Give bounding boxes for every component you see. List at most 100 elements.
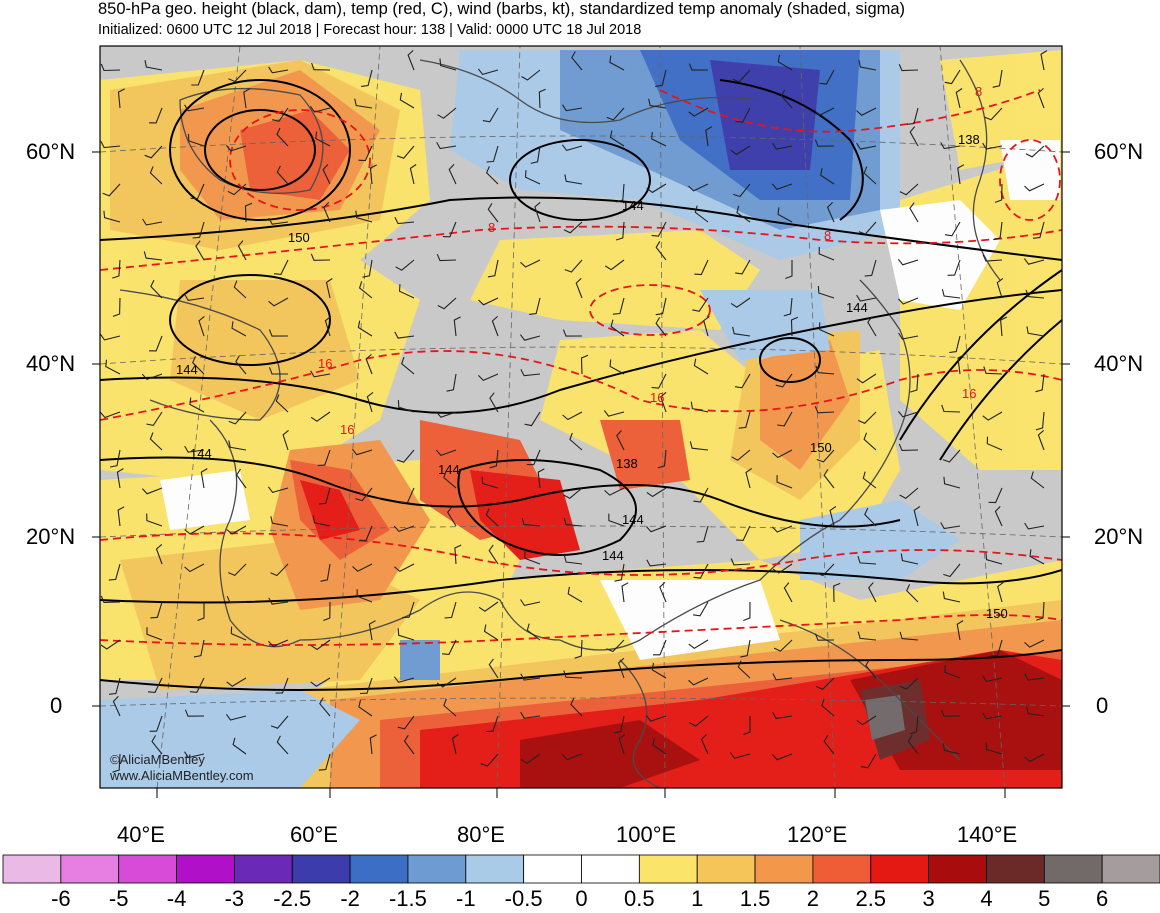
wind-barb (520, 673, 541, 681)
anomaly-region (865, 695, 905, 740)
wind-barb (491, 315, 499, 337)
wind-barb (398, 284, 415, 299)
lat-label-right: 20°N (1094, 524, 1144, 549)
wind-barb (899, 677, 919, 690)
height-label: 144 (622, 512, 644, 527)
wind-barb (453, 316, 461, 337)
wind-barb (482, 107, 499, 123)
wind-barb (486, 145, 499, 163)
wind-barb (1024, 673, 1045, 681)
wind-barb (940, 709, 961, 717)
wind-barb (197, 602, 205, 622)
wind-barb (396, 449, 415, 463)
colorbar-tick-label: 1.5 (739, 886, 771, 911)
wind-barb (394, 331, 415, 339)
height-contour (100, 569, 1062, 604)
gridline-40n (100, 346, 1062, 365)
wind-barb (1023, 258, 1045, 265)
wind-barb (112, 297, 121, 317)
wind-barb (310, 411, 331, 422)
wind-barb (112, 259, 121, 279)
temp-label: 16 (650, 390, 664, 405)
wind-barb (609, 359, 625, 375)
wind-barb (351, 448, 373, 456)
wind-barb (816, 563, 835, 577)
wind-barb (562, 329, 583, 337)
wind-barb (1025, 289, 1045, 299)
wind-barb (856, 107, 877, 116)
wind-barb (146, 627, 163, 641)
wind-barb (575, 277, 583, 299)
wind-barb (997, 581, 1004, 603)
wind-barb (268, 217, 289, 225)
wind-barb (454, 544, 462, 565)
anomaly-region (520, 720, 700, 788)
wind-barb (790, 316, 799, 337)
wind-barb (195, 240, 205, 261)
wind-barb (819, 69, 835, 85)
wind-barb (690, 401, 709, 413)
anomaly-region (1000, 140, 1060, 200)
wind-barb (990, 639, 1003, 657)
wind-barb (897, 258, 919, 266)
wind-barb (369, 734, 377, 755)
wind-barb (867, 316, 877, 337)
temperature-contour (100, 532, 1062, 576)
wind-barb (228, 563, 247, 577)
wind-barb (738, 411, 751, 429)
wind-barb (694, 259, 709, 276)
lat-label-left: 60°N (26, 139, 76, 164)
wind-barb (270, 715, 289, 729)
wind-barb (833, 582, 841, 603)
wind-barb (653, 639, 667, 656)
wind-barb (567, 586, 583, 603)
wind-barb (198, 315, 205, 337)
wind-barb (524, 551, 541, 565)
wind-barb (609, 130, 625, 147)
wind-barb (994, 506, 1003, 527)
gridline-80e (496, 46, 521, 788)
height-contour (719, 79, 864, 221)
colorbar-swatch (407, 854, 467, 884)
height-contour (100, 456, 901, 528)
wind-barb (772, 673, 793, 681)
wind-barb (606, 107, 625, 121)
wind-barb (651, 373, 667, 389)
wind-barb (361, 69, 373, 87)
wind-barb (1036, 601, 1045, 621)
wind-barb (856, 373, 877, 384)
wind-barb (820, 168, 835, 185)
wind-barb (562, 104, 583, 112)
wind-barb (477, 68, 499, 76)
wind-barb (815, 677, 835, 690)
wind-barb (648, 98, 667, 109)
wind-barb (785, 260, 793, 280)
wind-barb (563, 670, 583, 679)
credit-url: www.AliciaMBentley.com (110, 768, 254, 783)
wind-barb (227, 183, 247, 196)
wind-barb (520, 711, 541, 719)
wind-barb (144, 145, 163, 159)
wind-barb (777, 411, 793, 427)
wind-barb (396, 145, 415, 159)
wind-barb (189, 677, 205, 693)
wind-barb (225, 713, 247, 721)
wind-barb (488, 658, 499, 679)
wind-barb (780, 89, 793, 109)
wind-barb (570, 697, 583, 717)
wind-barb (232, 737, 247, 755)
wind-barb (955, 88, 963, 109)
wind-barb (366, 391, 374, 413)
wind-barb (941, 289, 961, 299)
wind-barb (108, 677, 121, 695)
map-plot-area: 150 144 144 144 144 138 144 144 150 150 … (100, 46, 1062, 788)
wind-barb (268, 297, 289, 307)
wind-barb (317, 449, 331, 466)
height-contour (509, 139, 651, 221)
wind-barb (821, 698, 835, 717)
wind-barb (898, 332, 919, 340)
wind-barb (730, 297, 751, 308)
colorbar-swatch (1043, 854, 1103, 884)
wind-barb (322, 164, 331, 185)
